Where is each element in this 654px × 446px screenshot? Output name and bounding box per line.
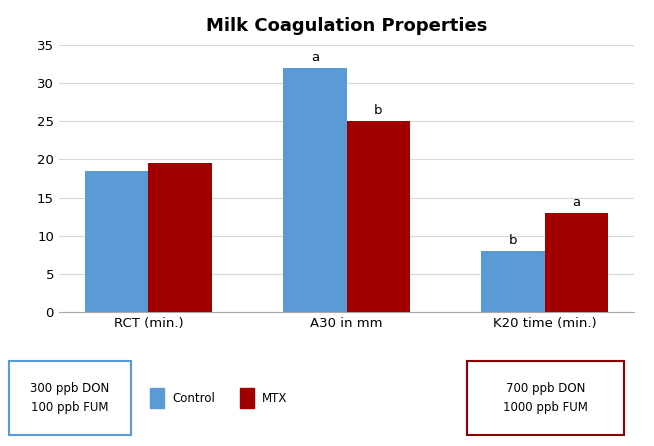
Bar — [347, 121, 410, 312]
Bar — [85, 171, 148, 312]
Text: a: a — [572, 196, 581, 209]
FancyBboxPatch shape — [467, 361, 624, 435]
Bar — [283, 67, 347, 312]
Text: MTX: MTX — [262, 392, 287, 405]
Bar — [148, 163, 212, 312]
Title: Milk Coagulation Properties: Milk Coagulation Properties — [206, 17, 487, 35]
Text: Control: Control — [172, 392, 215, 405]
Text: a: a — [311, 51, 319, 64]
Bar — [545, 213, 608, 312]
Text: b: b — [374, 104, 383, 117]
Text: 700 ppb DON
1000 ppb FUM: 700 ppb DON 1000 ppb FUM — [503, 382, 588, 414]
Bar — [481, 251, 545, 312]
Text: b: b — [509, 234, 517, 247]
Text: 300 ppb DON
100 ppb FUM: 300 ppb DON 100 ppb FUM — [30, 382, 110, 414]
FancyBboxPatch shape — [9, 361, 131, 435]
Bar — [150, 388, 164, 408]
Bar — [240, 388, 254, 408]
